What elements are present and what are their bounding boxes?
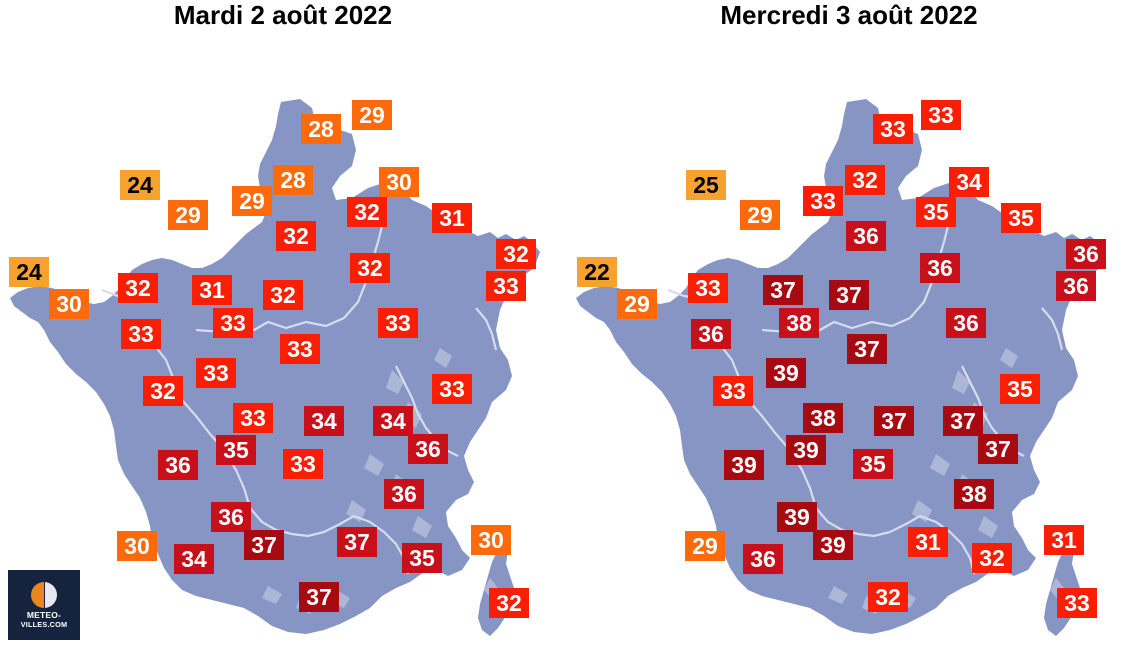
temperature-badge: 32 <box>276 221 316 251</box>
temperature-badge: 36 <box>408 434 448 464</box>
temperature-badge: 31 <box>192 275 232 305</box>
logo-line-1: METEO- <box>26 609 62 620</box>
temperature-badge: 33 <box>196 358 236 388</box>
temperature-badge: 32 <box>118 273 158 303</box>
temperature-badge: 33 <box>378 308 418 338</box>
temperature-badge: 35 <box>853 449 893 479</box>
temperature-badge: 33 <box>213 308 253 338</box>
temperature-badge: 29 <box>352 100 392 130</box>
meteo-villes-logo[interactable]: METEO- VILLES.COM <box>8 570 80 640</box>
temperature-badge: 30 <box>117 531 157 561</box>
temperature-badge: 39 <box>813 530 853 560</box>
temperature-badge: 31 <box>432 203 472 233</box>
temperature-badge: 33 <box>280 334 320 364</box>
temperature-badge: 32 <box>845 165 885 195</box>
temperature-badge: 33 <box>1057 588 1097 618</box>
temperature-badge: 32 <box>263 280 303 310</box>
temperature-badge: 38 <box>954 479 994 509</box>
temperature-badge: 36 <box>846 221 886 251</box>
temperature-badge: 37 <box>244 530 284 560</box>
temperature-badge: 33 <box>713 376 753 406</box>
temperature-badge: 24 <box>120 170 160 200</box>
temperature-badge: 33 <box>121 319 161 349</box>
temperature-badge: 37 <box>337 527 377 557</box>
temperature-badge: 32 <box>496 239 536 269</box>
logo-text: METEO- VILLES.COM <box>20 609 68 629</box>
temperature-badge: 33 <box>688 273 728 303</box>
temperature-badge: 29 <box>685 531 725 561</box>
temperature-badge: 32 <box>868 582 908 612</box>
temperature-badge: 35 <box>402 543 442 573</box>
temperature-badge: 34 <box>174 544 214 574</box>
temperature-badge: 37 <box>763 275 803 305</box>
temperature-badge: 30 <box>379 167 419 197</box>
temperature-badge: 36 <box>920 253 960 283</box>
temperature-badge: 22 <box>577 257 617 287</box>
temperature-badge: 31 <box>1044 525 1084 555</box>
temperature-badge: 36 <box>1066 239 1106 269</box>
temperature-badge: 36 <box>211 502 251 532</box>
temperature-badge: 29 <box>617 289 657 319</box>
map-river-lines <box>101 225 498 575</box>
temperature-badge: 35 <box>916 197 956 227</box>
temperature-badge: 37 <box>978 434 1018 464</box>
temperature-badge: 35 <box>1001 203 1041 233</box>
temperature-badge: 31 <box>908 527 948 557</box>
temperature-badge: 38 <box>803 403 843 433</box>
temperature-badge: 29 <box>740 200 780 230</box>
temperature-badge: 34 <box>373 406 413 436</box>
temperature-badge: 38 <box>779 308 819 338</box>
panel-title-left: Mardi 2 août 2022 <box>173 0 393 30</box>
temperature-badge: 25 <box>686 170 726 200</box>
temperature-badge: 32 <box>350 253 390 283</box>
temperature-badge: 32 <box>347 197 387 227</box>
temperature-badge: 36 <box>158 450 198 480</box>
temperature-badge: 32 <box>489 588 529 618</box>
temperature-badge: 29 <box>168 200 208 230</box>
temperature-badge: 39 <box>786 435 826 465</box>
panel-title-right: Mercredi 3 août 2022 <box>720 0 978 30</box>
temperature-badge: 37 <box>943 406 983 436</box>
temperature-badge: 33 <box>486 271 526 301</box>
temperature-badge: 39 <box>766 358 806 388</box>
temperature-badge: 39 <box>777 502 817 532</box>
temperature-badge: 36 <box>1056 271 1096 301</box>
temperature-badge: 35 <box>1000 374 1040 404</box>
logo-line-2: VILLES.COM <box>20 619 68 629</box>
temperature-badge: 28 <box>273 165 313 195</box>
temperature-badge: 33 <box>921 100 961 130</box>
temperature-badge: 30 <box>471 525 511 555</box>
temperature-badge: 24 <box>9 257 49 287</box>
temperature-badge: 36 <box>691 319 731 349</box>
temperature-badge: 28 <box>301 114 341 144</box>
temperature-badge: 37 <box>847 334 887 364</box>
temperature-badge: 36 <box>384 479 424 509</box>
temperature-badge: 37 <box>299 582 339 612</box>
temperature-badge: 30 <box>49 289 89 319</box>
temperature-badge: 34 <box>949 167 989 197</box>
temperature-badge: 32 <box>143 376 183 406</box>
temperature-badge: 33 <box>432 374 472 404</box>
temperature-badge: 33 <box>873 114 913 144</box>
temperature-badge: 37 <box>874 406 914 436</box>
temperature-badge: 35 <box>216 435 256 465</box>
temperature-badge: 29 <box>232 186 272 216</box>
temperature-badge: 34 <box>304 406 344 436</box>
meteo-villes-logo-icon <box>31 581 57 608</box>
temperature-badge: 33 <box>233 403 273 433</box>
temperature-badge: 33 <box>803 186 843 216</box>
map-river-lines <box>667 225 1064 575</box>
temperature-badge: 32 <box>972 543 1012 573</box>
temperature-badge: 33 <box>283 449 323 479</box>
temperature-badge: 36 <box>946 308 986 338</box>
temperature-badge: 37 <box>829 280 869 310</box>
temperature-badge: 39 <box>724 450 764 480</box>
temperature-badge: 36 <box>743 544 783 574</box>
